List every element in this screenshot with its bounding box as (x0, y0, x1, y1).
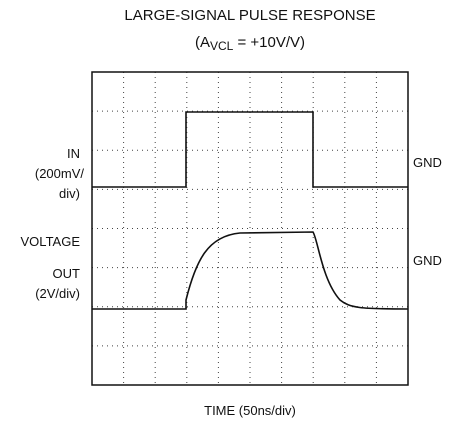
chart-subtitle: (AVCL = +10V/V) (195, 34, 305, 53)
out-label: (2V/div) (35, 286, 80, 301)
in-label: (200mV/ (35, 166, 85, 181)
input-trace (92, 111, 408, 188)
gnd-label: GND (413, 253, 442, 268)
output-trace (92, 231, 409, 310)
gnd-label: GND (413, 155, 442, 170)
in-label: IN (67, 146, 80, 161)
subtitle-prefix: (A (195, 34, 210, 51)
plot-frame (91, 71, 409, 386)
subtitle-subscript: VCL (210, 39, 234, 53)
subtitle-suffix: = +10V/V) (233, 34, 305, 51)
out-label: OUT (53, 266, 81, 281)
chart-title: LARGE-SIGNAL PULSE RESPONSE (124, 7, 375, 24)
x-axis-label: TIME (50ns/div) (204, 403, 296, 418)
out-label: VOLTAGE (21, 234, 81, 249)
in-label: div) (59, 186, 80, 201)
grid (92, 72, 408, 385)
